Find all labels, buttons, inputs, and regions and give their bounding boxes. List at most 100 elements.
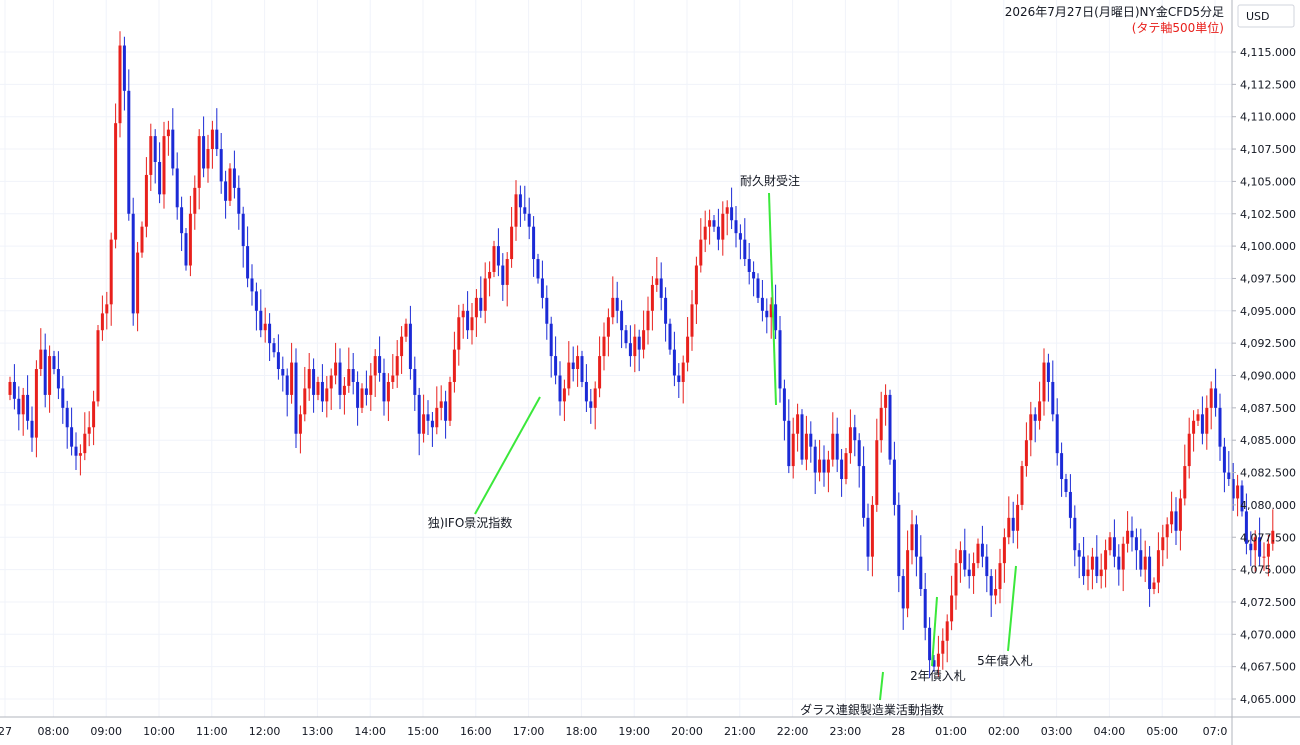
candle-body bbox=[131, 213, 135, 314]
candle-body bbox=[457, 317, 461, 350]
candle-body bbox=[281, 369, 285, 376]
candle-body bbox=[1218, 407, 1222, 447]
candle-body bbox=[716, 226, 720, 240]
candle-body bbox=[272, 343, 276, 353]
candle-body bbox=[1231, 479, 1235, 499]
candle-body bbox=[980, 543, 984, 557]
candle-body bbox=[1253, 537, 1257, 551]
candle-body bbox=[576, 356, 580, 370]
chart-title: 2026年7月27日(月曜日)NY金CFD5分足 bbox=[1005, 4, 1224, 19]
candle-body bbox=[906, 550, 910, 609]
candle-body bbox=[61, 388, 65, 408]
candle-body bbox=[518, 194, 522, 208]
candle-body bbox=[259, 310, 263, 331]
candle-body bbox=[1134, 537, 1138, 551]
price-axis: 4,065.000 4,067.500 4,070.000 4,072.500 4,07… bbox=[1232, 46, 1296, 706]
candle-body bbox=[831, 433, 835, 460]
candle-body bbox=[840, 459, 844, 480]
y-tick-label: 4,075.000 bbox=[1240, 564, 1296, 577]
candle-body bbox=[796, 414, 800, 434]
x-tick-label: 10:00 bbox=[143, 725, 175, 738]
y-tick-label: 4,092.500 bbox=[1240, 337, 1296, 350]
candle-body bbox=[800, 414, 804, 460]
candle-body bbox=[1152, 582, 1156, 590]
candle-body bbox=[835, 433, 839, 460]
candle-body bbox=[681, 362, 685, 382]
candle-body bbox=[1161, 537, 1165, 551]
candle-body bbox=[237, 187, 241, 214]
candle-body bbox=[479, 297, 483, 311]
candle-body bbox=[1090, 556, 1094, 570]
y-tick-label: 4,090.000 bbox=[1240, 370, 1296, 383]
candle-body bbox=[250, 278, 254, 292]
annotation-label: 耐久財受注 bbox=[740, 173, 800, 188]
candle-body bbox=[505, 259, 509, 285]
candle-body bbox=[338, 362, 342, 395]
candle-body bbox=[1108, 537, 1112, 551]
candle-body bbox=[12, 381, 16, 399]
candle-body bbox=[694, 265, 698, 305]
candle-body bbox=[826, 459, 830, 473]
candle-body bbox=[620, 310, 624, 331]
candle-body bbox=[153, 136, 157, 162]
candle-body bbox=[30, 420, 34, 438]
candle-body bbox=[1178, 498, 1182, 531]
y-tick-label: 4,087.500 bbox=[1240, 402, 1296, 415]
candle-body bbox=[1170, 511, 1174, 525]
candle-body bbox=[668, 323, 672, 350]
candle-body bbox=[752, 271, 756, 279]
y-tick-label: 4,100.000 bbox=[1240, 240, 1296, 253]
x-tick-label: 23:00 bbox=[830, 725, 862, 738]
candle-body bbox=[936, 653, 940, 667]
candle-body bbox=[171, 129, 175, 169]
candle-body bbox=[1029, 414, 1033, 441]
candle-body bbox=[329, 375, 333, 389]
candle-body bbox=[1077, 550, 1081, 557]
annotation-label: 独)IFO景況指数 bbox=[428, 515, 513, 530]
candle-body bbox=[738, 233, 742, 240]
candle-body bbox=[435, 407, 439, 428]
candle-body bbox=[1148, 556, 1152, 590]
y-tick-label: 4,115.000 bbox=[1240, 46, 1296, 59]
candle-body bbox=[659, 278, 663, 298]
candle-body bbox=[224, 181, 228, 201]
candle-body bbox=[523, 207, 527, 214]
candle-body bbox=[294, 362, 298, 434]
candle-body bbox=[43, 349, 47, 395]
candle-body bbox=[426, 414, 430, 421]
candle-body bbox=[567, 362, 571, 389]
candle-body bbox=[813, 446, 817, 473]
y-tick-label: 4,085.000 bbox=[1240, 434, 1296, 447]
candle-body bbox=[470, 317, 474, 331]
candle-body bbox=[122, 45, 126, 91]
candle-body bbox=[413, 369, 417, 395]
candle-body bbox=[1271, 530, 1275, 544]
candle-body bbox=[452, 349, 456, 382]
candle-body bbox=[950, 595, 954, 622]
candle-body bbox=[1073, 517, 1077, 551]
candle-body bbox=[699, 239, 703, 266]
candle-body bbox=[334, 362, 338, 376]
x-tick-label: 22:00 bbox=[777, 725, 809, 738]
candle-body bbox=[118, 45, 122, 124]
candle-body bbox=[1156, 550, 1160, 583]
currency-label: USD bbox=[1246, 10, 1270, 23]
candle-body bbox=[967, 569, 971, 577]
candle-body bbox=[312, 369, 316, 395]
candle-body bbox=[932, 660, 936, 667]
x-tick-label: 12:00 bbox=[249, 725, 281, 738]
candle-body bbox=[320, 381, 324, 402]
currency-box[interactable] bbox=[1237, 4, 1295, 28]
candle-body bbox=[892, 459, 896, 505]
candle-body bbox=[646, 310, 650, 331]
candle-body bbox=[677, 375, 681, 382]
candle-body bbox=[1130, 530, 1134, 538]
candle-body bbox=[558, 375, 562, 402]
candle-body bbox=[1187, 433, 1191, 467]
candle-body bbox=[501, 265, 505, 285]
y-tick-label: 4,072.500 bbox=[1240, 596, 1296, 609]
y-tick-label: 4,065.000 bbox=[1240, 693, 1296, 706]
candle-body bbox=[1099, 569, 1103, 577]
candle-body bbox=[602, 336, 606, 357]
